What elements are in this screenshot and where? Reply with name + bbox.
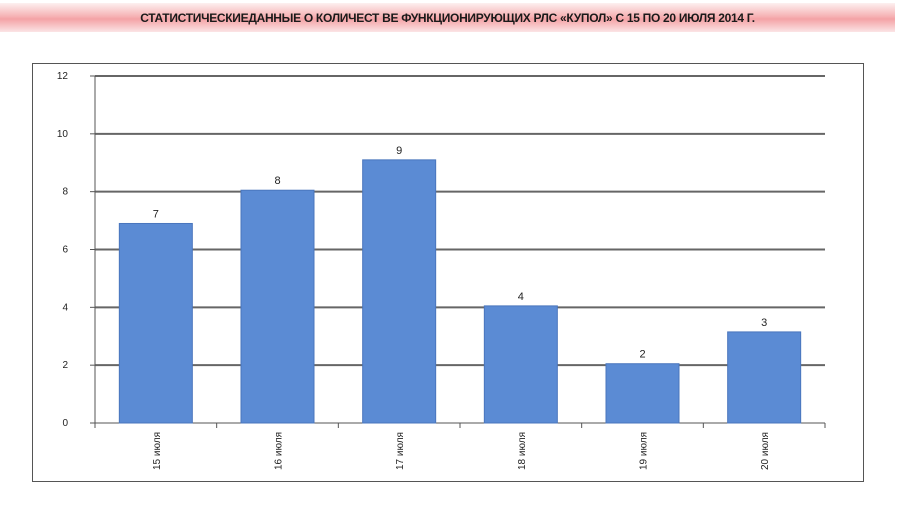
data-label: 7 [153, 208, 159, 220]
x-tick-label: 15 июля [152, 432, 163, 470]
data-label: 4 [518, 291, 524, 303]
y-tick-labels: 0 2 4 6 8 10 12 [57, 71, 69, 429]
data-label: 9 [396, 145, 402, 157]
data-label: 2 [639, 349, 645, 361]
data-label: 3 [761, 317, 767, 329]
y-tick-label: 12 [57, 71, 69, 82]
bar [240, 189, 315, 424]
axes [90, 75, 826, 428]
bar [118, 222, 193, 424]
chart-area: 7 8 9 4 2 3 0 2 4 6 8 10 12 15 июля 16 июля 17 июля 18… [32, 63, 864, 482]
data-label: 8 [274, 175, 280, 187]
y-tick-label: 2 [62, 360, 68, 371]
data-labels: 7 8 9 4 2 3 [153, 145, 767, 361]
x-tick-label: 16 июля [274, 432, 285, 470]
x-tick-label: 18 июля [517, 432, 528, 470]
bar-chart: 7 8 9 4 2 3 0 2 4 6 8 10 12 15 июля 16 июля 17 июля 18… [57, 71, 826, 470]
x-tick-label: 17 июля [395, 432, 406, 470]
bars [118, 159, 802, 424]
bar [605, 363, 680, 424]
y-tick-label: 8 [62, 187, 68, 198]
y-tick-label: 10 [57, 129, 69, 140]
page-title: СТАТИСТИЧЕСКИЕДАННЫЕ О КОЛИЧЕСТ ВЕ ФУНКЦ… [140, 10, 755, 25]
title-band: СТАТИСТИЧЕСКИЕДАННЫЕ О КОЛИЧЕСТ ВЕ ФУНКЦ… [0, 3, 895, 32]
y-tick-label: 0 [62, 418, 68, 429]
x-tick-label: 20 июля [760, 432, 771, 470]
bar [727, 331, 802, 424]
bar [362, 159, 437, 424]
y-tick-label: 6 [62, 245, 68, 256]
x-tick-labels: 15 июля 16 июля 17 июля 18 июля 19 июля 20 ию… [152, 432, 771, 470]
gridlines [95, 75, 825, 367]
bar [483, 305, 558, 424]
x-tick-label: 19 июля [639, 432, 650, 470]
y-tick-label: 4 [62, 302, 68, 313]
